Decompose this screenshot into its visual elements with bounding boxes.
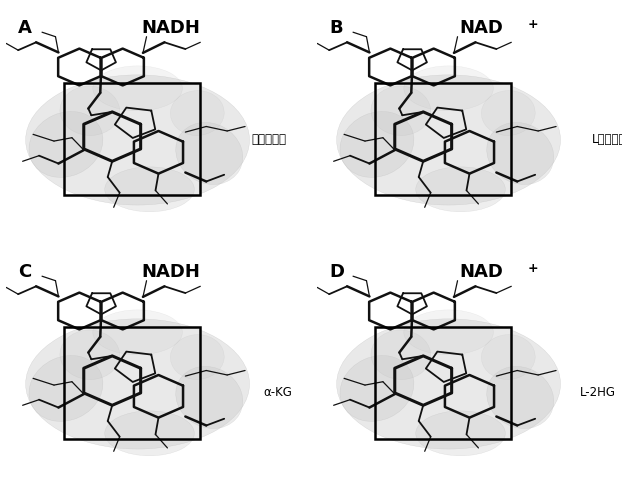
Ellipse shape: [104, 167, 194, 212]
Text: +: +: [527, 18, 538, 31]
Text: A: A: [18, 19, 32, 37]
Ellipse shape: [60, 86, 119, 136]
Text: L－乳酸塩: L－乳酸塩: [592, 133, 622, 146]
Ellipse shape: [340, 355, 414, 422]
Ellipse shape: [481, 335, 535, 380]
Bar: [65, 82, 200, 195]
Ellipse shape: [337, 319, 560, 449]
Ellipse shape: [340, 111, 414, 178]
Ellipse shape: [371, 330, 430, 380]
Ellipse shape: [93, 66, 182, 111]
Ellipse shape: [487, 366, 554, 428]
Ellipse shape: [371, 86, 430, 136]
Ellipse shape: [487, 122, 554, 184]
Text: B: B: [329, 19, 343, 37]
Ellipse shape: [170, 335, 224, 380]
Ellipse shape: [176, 366, 243, 428]
Ellipse shape: [415, 411, 505, 456]
Ellipse shape: [29, 355, 103, 422]
Bar: [376, 82, 511, 195]
Text: NADH: NADH: [141, 263, 200, 281]
Text: NAD: NAD: [460, 263, 503, 281]
Ellipse shape: [26, 75, 249, 205]
Text: NADH: NADH: [141, 19, 200, 37]
Ellipse shape: [404, 66, 493, 111]
Ellipse shape: [415, 167, 505, 212]
Ellipse shape: [29, 111, 103, 178]
Text: ピルベート: ピルベート: [251, 133, 286, 146]
Ellipse shape: [93, 310, 182, 355]
Text: +: +: [527, 262, 538, 275]
Bar: [376, 327, 511, 439]
Ellipse shape: [337, 75, 560, 205]
Text: α-KG: α-KG: [263, 386, 292, 400]
Text: NAD: NAD: [460, 19, 503, 37]
Ellipse shape: [170, 91, 224, 136]
Ellipse shape: [176, 122, 243, 184]
Ellipse shape: [481, 91, 535, 136]
Ellipse shape: [26, 319, 249, 449]
Text: D: D: [329, 263, 344, 281]
Ellipse shape: [60, 330, 119, 380]
Ellipse shape: [104, 411, 194, 456]
Text: C: C: [18, 263, 32, 281]
Text: L-2HG: L-2HG: [580, 386, 616, 400]
Bar: [65, 327, 200, 439]
Ellipse shape: [404, 310, 493, 355]
